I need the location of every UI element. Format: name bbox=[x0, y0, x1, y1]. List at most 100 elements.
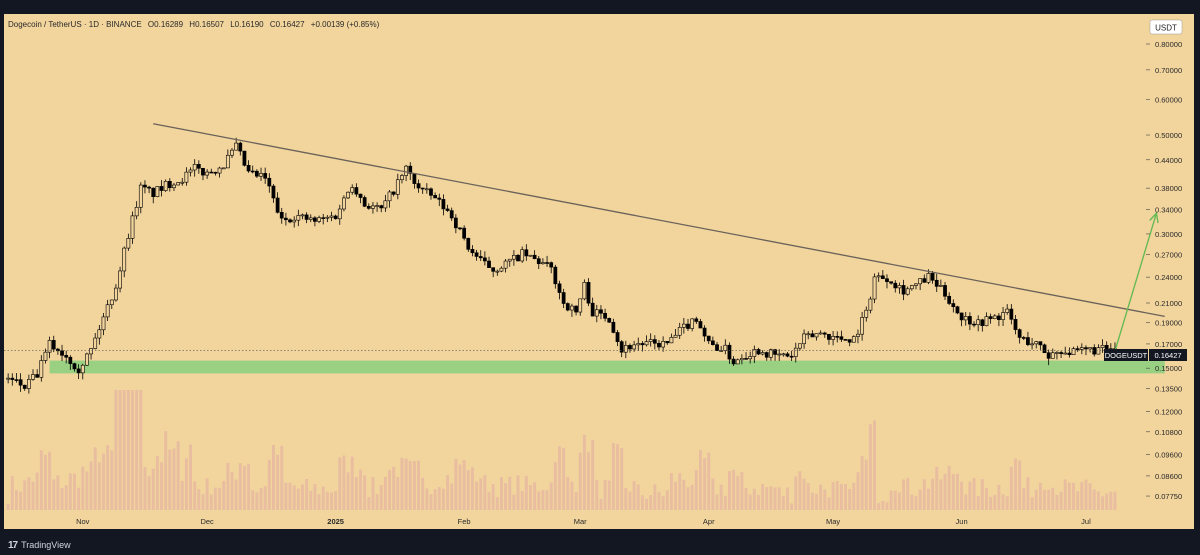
candle-body bbox=[1009, 308, 1014, 320]
volume-bar bbox=[85, 471, 89, 510]
candle-body bbox=[997, 315, 1001, 320]
volume-bar bbox=[433, 489, 437, 510]
volume-bar bbox=[106, 445, 110, 510]
candle-body bbox=[172, 184, 176, 189]
volume-bar bbox=[77, 487, 81, 510]
candle-body bbox=[354, 187, 359, 195]
y-tick-label: 0.08600 bbox=[1155, 472, 1182, 481]
volume-bar bbox=[931, 478, 935, 510]
candle-body bbox=[611, 321, 616, 333]
volume-bar bbox=[897, 492, 901, 510]
candle-body bbox=[1084, 347, 1088, 350]
volume-bar bbox=[902, 479, 906, 510]
candle-body bbox=[288, 219, 292, 223]
volume-bar bbox=[491, 484, 495, 510]
volume-bar bbox=[354, 477, 358, 510]
candle-body bbox=[607, 318, 612, 323]
candle-body bbox=[507, 258, 512, 262]
candle-body bbox=[760, 352, 765, 355]
volume-bar bbox=[740, 472, 744, 510]
volume-bar bbox=[616, 444, 619, 510]
axis-badges: USDT DOGEUSDT 0.16427 bbox=[1104, 19, 1187, 361]
candle-body bbox=[565, 303, 570, 311]
volume-bar bbox=[272, 445, 275, 510]
volume-bar bbox=[305, 479, 309, 510]
candle-body bbox=[221, 167, 226, 170]
ohlc-change: +0.00139 (+0.85%) bbox=[310, 20, 380, 29]
volume-bar bbox=[1080, 481, 1084, 510]
candle-body bbox=[503, 260, 508, 269]
x-tick-label: Jul bbox=[1081, 517, 1091, 526]
candle-body bbox=[570, 305, 574, 311]
volume-bar bbox=[213, 487, 217, 510]
candle-body bbox=[578, 298, 583, 313]
x-tick-label: May bbox=[826, 517, 840, 526]
candle-body bbox=[727, 344, 732, 360]
volume-bar bbox=[479, 478, 483, 510]
x-tick-label: Mar bbox=[574, 517, 587, 526]
volume-bar bbox=[620, 448, 624, 510]
candle-body bbox=[686, 323, 690, 329]
candle-body bbox=[118, 270, 122, 289]
candle-body bbox=[984, 316, 989, 326]
volume-bar bbox=[914, 495, 918, 510]
candle-body bbox=[1001, 312, 1005, 320]
candle-body bbox=[810, 333, 815, 338]
candlesticks bbox=[6, 137, 1117, 394]
candle-body bbox=[512, 254, 516, 260]
candle-body bbox=[955, 306, 960, 314]
x-tick-label: 2025 bbox=[327, 517, 344, 526]
volume-bar bbox=[19, 491, 23, 510]
volume-bar bbox=[645, 498, 648, 510]
volume-bar bbox=[831, 482, 835, 510]
candle-body bbox=[242, 150, 247, 166]
volume-bar bbox=[922, 479, 926, 510]
candle-body bbox=[644, 341, 649, 346]
candle-body bbox=[814, 333, 819, 338]
x-tick-label: Feb bbox=[458, 517, 471, 526]
currency-badge[interactable]: USDT bbox=[1155, 24, 1177, 33]
volume-bar bbox=[558, 446, 561, 510]
candle-body bbox=[462, 227, 467, 239]
volume-bar bbox=[943, 473, 947, 510]
currency-badge-box[interactable] bbox=[1149, 19, 1183, 35]
volume-bar bbox=[512, 494, 516, 510]
candle-body bbox=[1067, 352, 1072, 356]
volume-bar bbox=[719, 484, 723, 510]
volume-bar bbox=[89, 461, 93, 510]
tradingview-brand[interactable]: TradingView bbox=[21, 540, 71, 550]
volume-bar bbox=[1055, 494, 1059, 510]
candle-body bbox=[520, 249, 525, 262]
candle-body bbox=[702, 327, 707, 337]
candle-body bbox=[1026, 337, 1030, 345]
volume-bars bbox=[6, 390, 1117, 510]
candle-body bbox=[619, 341, 624, 353]
y-tick-label: 0.10800 bbox=[1155, 428, 1182, 437]
candle-body bbox=[18, 379, 23, 386]
y-tick-label: 0.17000 bbox=[1155, 340, 1182, 349]
candle-body bbox=[14, 379, 19, 381]
volume-bar bbox=[267, 459, 271, 510]
candle-body bbox=[122, 247, 127, 272]
candle-body bbox=[188, 169, 193, 173]
volume-bar bbox=[1026, 477, 1030, 510]
volume-bar bbox=[715, 494, 719, 510]
candle-body bbox=[905, 288, 910, 295]
candle-body bbox=[346, 191, 350, 199]
candle-body bbox=[731, 358, 736, 365]
candle-body bbox=[64, 355, 69, 358]
candle-body bbox=[97, 329, 102, 339]
volume-bar bbox=[844, 483, 847, 510]
candle-body bbox=[371, 205, 375, 209]
candle-body bbox=[408, 165, 413, 174]
volume-bar bbox=[122, 390, 126, 510]
symbol-title[interactable]: Dogecoin / TetherUS · 1D · BINANCE bbox=[8, 20, 142, 29]
volume-bar bbox=[815, 493, 818, 510]
volume-bar bbox=[769, 486, 773, 510]
tradingview-logo-icon[interactable]: 17 bbox=[8, 539, 18, 551]
volume-bar bbox=[321, 486, 325, 510]
candle-body bbox=[114, 287, 118, 301]
volume-bar bbox=[379, 485, 383, 510]
